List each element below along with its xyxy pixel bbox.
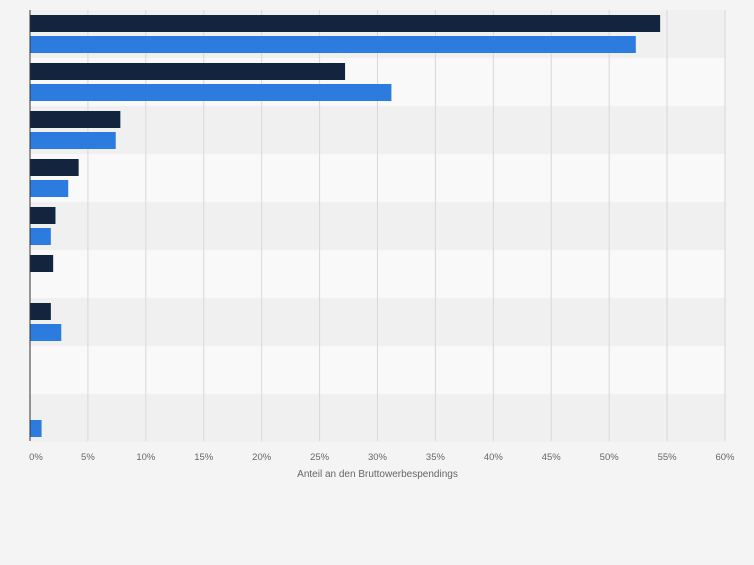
x-tick-label: 60%	[715, 452, 735, 463]
x-tick-label: 40%	[484, 452, 504, 463]
bar	[30, 228, 51, 245]
x-tick-label: 15%	[194, 452, 214, 463]
x-axis-label: Anteil an den Bruttowerbespendings	[297, 469, 458, 480]
x-tick-label: 10%	[136, 452, 156, 463]
bar	[30, 207, 56, 224]
bar	[30, 84, 392, 101]
bar	[30, 303, 51, 320]
x-tick-label: 30%	[368, 452, 388, 463]
x-tick-label: 5%	[81, 452, 95, 463]
bar	[30, 111, 121, 128]
bar	[30, 420, 42, 437]
x-tick-label: 25%	[310, 452, 330, 463]
bar	[30, 324, 62, 341]
bar	[30, 159, 79, 176]
bar	[30, 63, 346, 80]
bars	[30, 15, 661, 437]
bar	[30, 36, 636, 53]
x-tick-label: 0%	[29, 452, 43, 463]
x-tick-label: 45%	[542, 452, 562, 463]
bar	[30, 180, 69, 197]
x-tick-label: 20%	[252, 452, 272, 463]
x-tick-label: 55%	[658, 452, 678, 463]
x-tick-label: 35%	[426, 452, 446, 463]
bar	[30, 15, 661, 32]
gridlines	[87, 10, 726, 441]
x-tick-label: 50%	[600, 452, 620, 463]
bar	[30, 255, 54, 272]
x-axis-ticks: 0% 5% 10% 15% 20% 25% 30% 35% 40% 45% 50% 55% 60%	[29, 452, 735, 463]
bar	[30, 132, 116, 149]
